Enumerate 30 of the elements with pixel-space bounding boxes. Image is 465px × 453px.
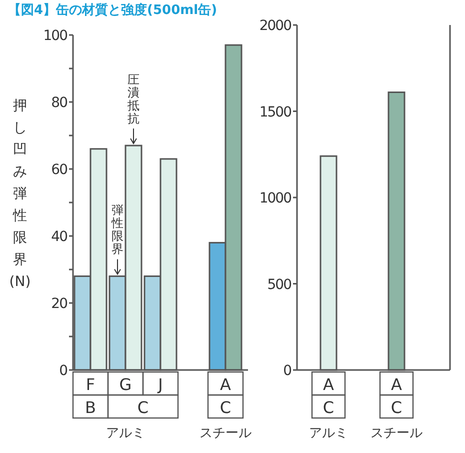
x-tick-label: G [119,375,132,394]
series-label: 弾性限界 [110,203,124,256]
x-tick-label: A [220,375,232,394]
text: B [85,398,96,417]
text: C [322,398,334,417]
series-label: 圧潰抵抗 [126,72,140,126]
text: C [390,398,402,417]
y-tick-label: 2000 [259,18,292,34]
y-tick-label: 40 [51,229,68,245]
y-tick-label: 100 [43,28,68,44]
text: アルミ [309,426,348,441]
y-tick-label: 500 [267,276,292,293]
x-tick-label: J [157,375,163,394]
x-tick-label: A [391,375,402,394]
y-tick-label: 1500 [259,104,292,120]
y-tick-label: 0 [59,363,68,379]
y-tick-label: 80 [51,95,68,111]
text: スチール [370,426,422,441]
y-tick-label: 0 [283,363,292,379]
y-tick-label: 20 [51,296,68,312]
text: アルミ [106,426,145,441]
text: C [137,398,149,417]
text: 押し凹み弾性限界(N) [9,98,31,290]
x-tick-label: F [86,375,96,394]
x-tick-label: A [323,375,334,394]
y-tick-label: 60 [51,162,68,178]
text: C [220,398,232,417]
text: スチール [200,426,252,441]
chart-title: 【図4】缶の材質と強度(500ml缶) [8,2,218,18]
y-tick-label: 1000 [259,190,292,206]
